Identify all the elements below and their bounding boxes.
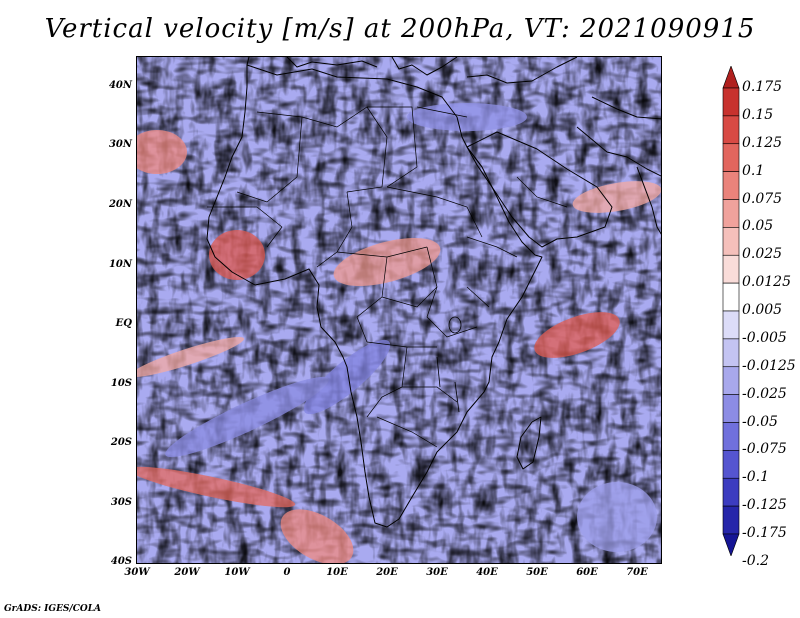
- lat-label-10s: 10S: [110, 378, 132, 389]
- colorbar-level-label: 0.175: [742, 79, 783, 95]
- chart-title: Vertical velocity [m/s] at 200hPa, VT: 2…: [44, 14, 756, 44]
- colorbar-bottom-arrow: [722, 533, 740, 556]
- colorbar-level-label: 0.005: [742, 302, 783, 318]
- colorbar-top-arrow: [722, 66, 740, 89]
- lat-label-20n: 20N: [108, 199, 132, 210]
- colorbar-segment: [722, 199, 740, 228]
- colorbar-segment: [722, 338, 740, 368]
- colorbar: [722, 66, 740, 556]
- colorbar-segment: [722, 366, 740, 395]
- colorbar-segment: [722, 422, 740, 451]
- lat-label-40s: 40S: [110, 556, 132, 567]
- lat-label-10n: 10N: [108, 259, 132, 270]
- lon-label-20e: 20E: [376, 567, 398, 578]
- colorbar-segment: [722, 394, 740, 423]
- lon-label-30w: 30W: [124, 567, 150, 578]
- lon-label-40e: 40E: [476, 567, 498, 578]
- colorbar-segment: [722, 143, 740, 172]
- colorbar-level-label: -0.05: [742, 413, 778, 430]
- lat-label-30n: 30N: [108, 139, 132, 150]
- colorbar-segment: [722, 227, 740, 256]
- lon-label-70e: 70E: [626, 567, 648, 578]
- colorbar-level-label: 0.15: [742, 106, 774, 123]
- colorbar-level-label: 0.125: [742, 134, 783, 151]
- lon-label-20w: 20W: [174, 567, 200, 578]
- colorbar-segment: [722, 505, 740, 535]
- lakes: [436, 316, 462, 413]
- colorbar-level-label: -0.125: [742, 497, 787, 514]
- lon-label-30e: 30E: [426, 567, 448, 578]
- colorbar-level-label: 0.05: [742, 218, 774, 235]
- lat-label-eq: EQ: [115, 318, 132, 329]
- colorbar-segments: [722, 66, 740, 556]
- colorbar-level-label: -0.0125: [742, 357, 796, 374]
- colorbar-level-label: -0.2: [742, 552, 769, 569]
- colorbar-segment: [722, 310, 740, 340]
- colorbar-level-label: 0.1: [742, 162, 765, 179]
- colorbar-level-label: -0.175: [742, 525, 787, 541]
- lon-label-0: 0: [283, 567, 291, 578]
- velocity-map: [136, 56, 662, 564]
- colorbar-level-label: 0.0125: [742, 274, 791, 291]
- colorbar-level-label: 0.025: [742, 246, 783, 263]
- colorbar-segment: [722, 115, 740, 145]
- colorbar-level-label: -0.1: [742, 469, 769, 486]
- colorbar-segment: [722, 450, 740, 479]
- lon-label-50e: 50E: [526, 567, 548, 578]
- colorbar-segment: [722, 87, 740, 117]
- lat-label-30s: 30S: [110, 497, 132, 508]
- lon-label-10e: 10E: [326, 567, 348, 578]
- lon-label-10w: 10W: [224, 567, 250, 578]
- lat-label-20s: 20S: [110, 437, 132, 448]
- colorbar-segment: [722, 254, 740, 284]
- colorbar-segment: [722, 477, 740, 507]
- lat-label-40n: 40N: [108, 80, 132, 91]
- colorbar-segment: [722, 282, 740, 312]
- velocity-streaks: [137, 103, 661, 563]
- map-field-svg: [137, 57, 661, 563]
- colorbar-level-label: 0.075: [742, 190, 783, 207]
- colorbar-level-label: -0.005: [742, 329, 787, 346]
- lon-label-60e: 60E: [576, 567, 598, 578]
- grads-credit: GrADS: IGES/COLA: [4, 604, 102, 614]
- coastlines: [206, 57, 661, 528]
- country-borders: [207, 106, 568, 448]
- colorbar-segment: [722, 171, 740, 200]
- colorbar-level-label: -0.075: [742, 441, 787, 458]
- colorbar-level-label: -0.025: [742, 385, 787, 402]
